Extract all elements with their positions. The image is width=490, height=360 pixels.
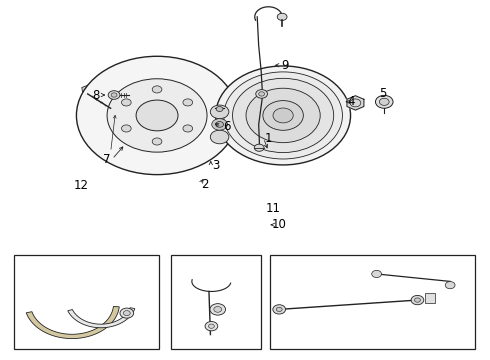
Circle shape [123,311,130,316]
Circle shape [273,305,286,314]
Bar [425,293,435,303]
Circle shape [107,79,207,152]
Circle shape [111,93,117,97]
Polygon shape [82,85,90,93]
Text: 5: 5 [379,87,387,100]
Circle shape [120,308,134,318]
Circle shape [210,303,225,315]
Text: 11: 11 [266,202,281,215]
Circle shape [216,107,223,112]
Circle shape [411,296,424,305]
Text: 6: 6 [222,120,230,133]
Ellipse shape [143,126,147,134]
Circle shape [212,119,227,130]
Ellipse shape [141,123,149,136]
Circle shape [183,125,193,132]
Circle shape [208,324,214,328]
Circle shape [183,99,193,106]
Circle shape [152,138,162,145]
Circle shape [263,100,303,130]
Text: 2: 2 [201,178,209,191]
Polygon shape [68,308,135,328]
Circle shape [254,144,264,151]
Bar [14,255,159,348]
Text: 12: 12 [74,179,89,192]
Text: 4: 4 [348,95,355,108]
Circle shape [259,92,265,96]
Circle shape [246,88,320,143]
Circle shape [210,130,229,144]
Circle shape [210,105,229,119]
Circle shape [233,78,334,153]
Circle shape [216,122,223,127]
Circle shape [445,282,455,289]
Circle shape [277,13,287,21]
Circle shape [276,307,282,311]
Circle shape [273,108,293,123]
Circle shape [76,56,238,175]
Circle shape [205,321,218,331]
Circle shape [152,86,162,93]
Circle shape [375,95,393,108]
Text: 8: 8 [92,89,99,102]
Circle shape [372,270,382,278]
Text: 7: 7 [103,153,111,166]
Text: 3: 3 [212,159,220,172]
Circle shape [256,90,268,98]
Circle shape [108,91,120,99]
Text: 9: 9 [281,59,289,72]
Circle shape [136,100,178,131]
Circle shape [224,72,343,159]
Polygon shape [26,306,119,338]
Bar [270,255,475,348]
Text: 1: 1 [265,131,272,145]
Circle shape [122,99,131,106]
Circle shape [379,98,389,105]
Text: 10: 10 [272,218,287,231]
Polygon shape [347,96,364,110]
Circle shape [415,298,420,302]
Bar [210,112,229,137]
Circle shape [214,306,221,312]
Bar [171,255,261,348]
Circle shape [122,125,131,132]
Bar [201,110,214,121]
Circle shape [216,66,350,165]
